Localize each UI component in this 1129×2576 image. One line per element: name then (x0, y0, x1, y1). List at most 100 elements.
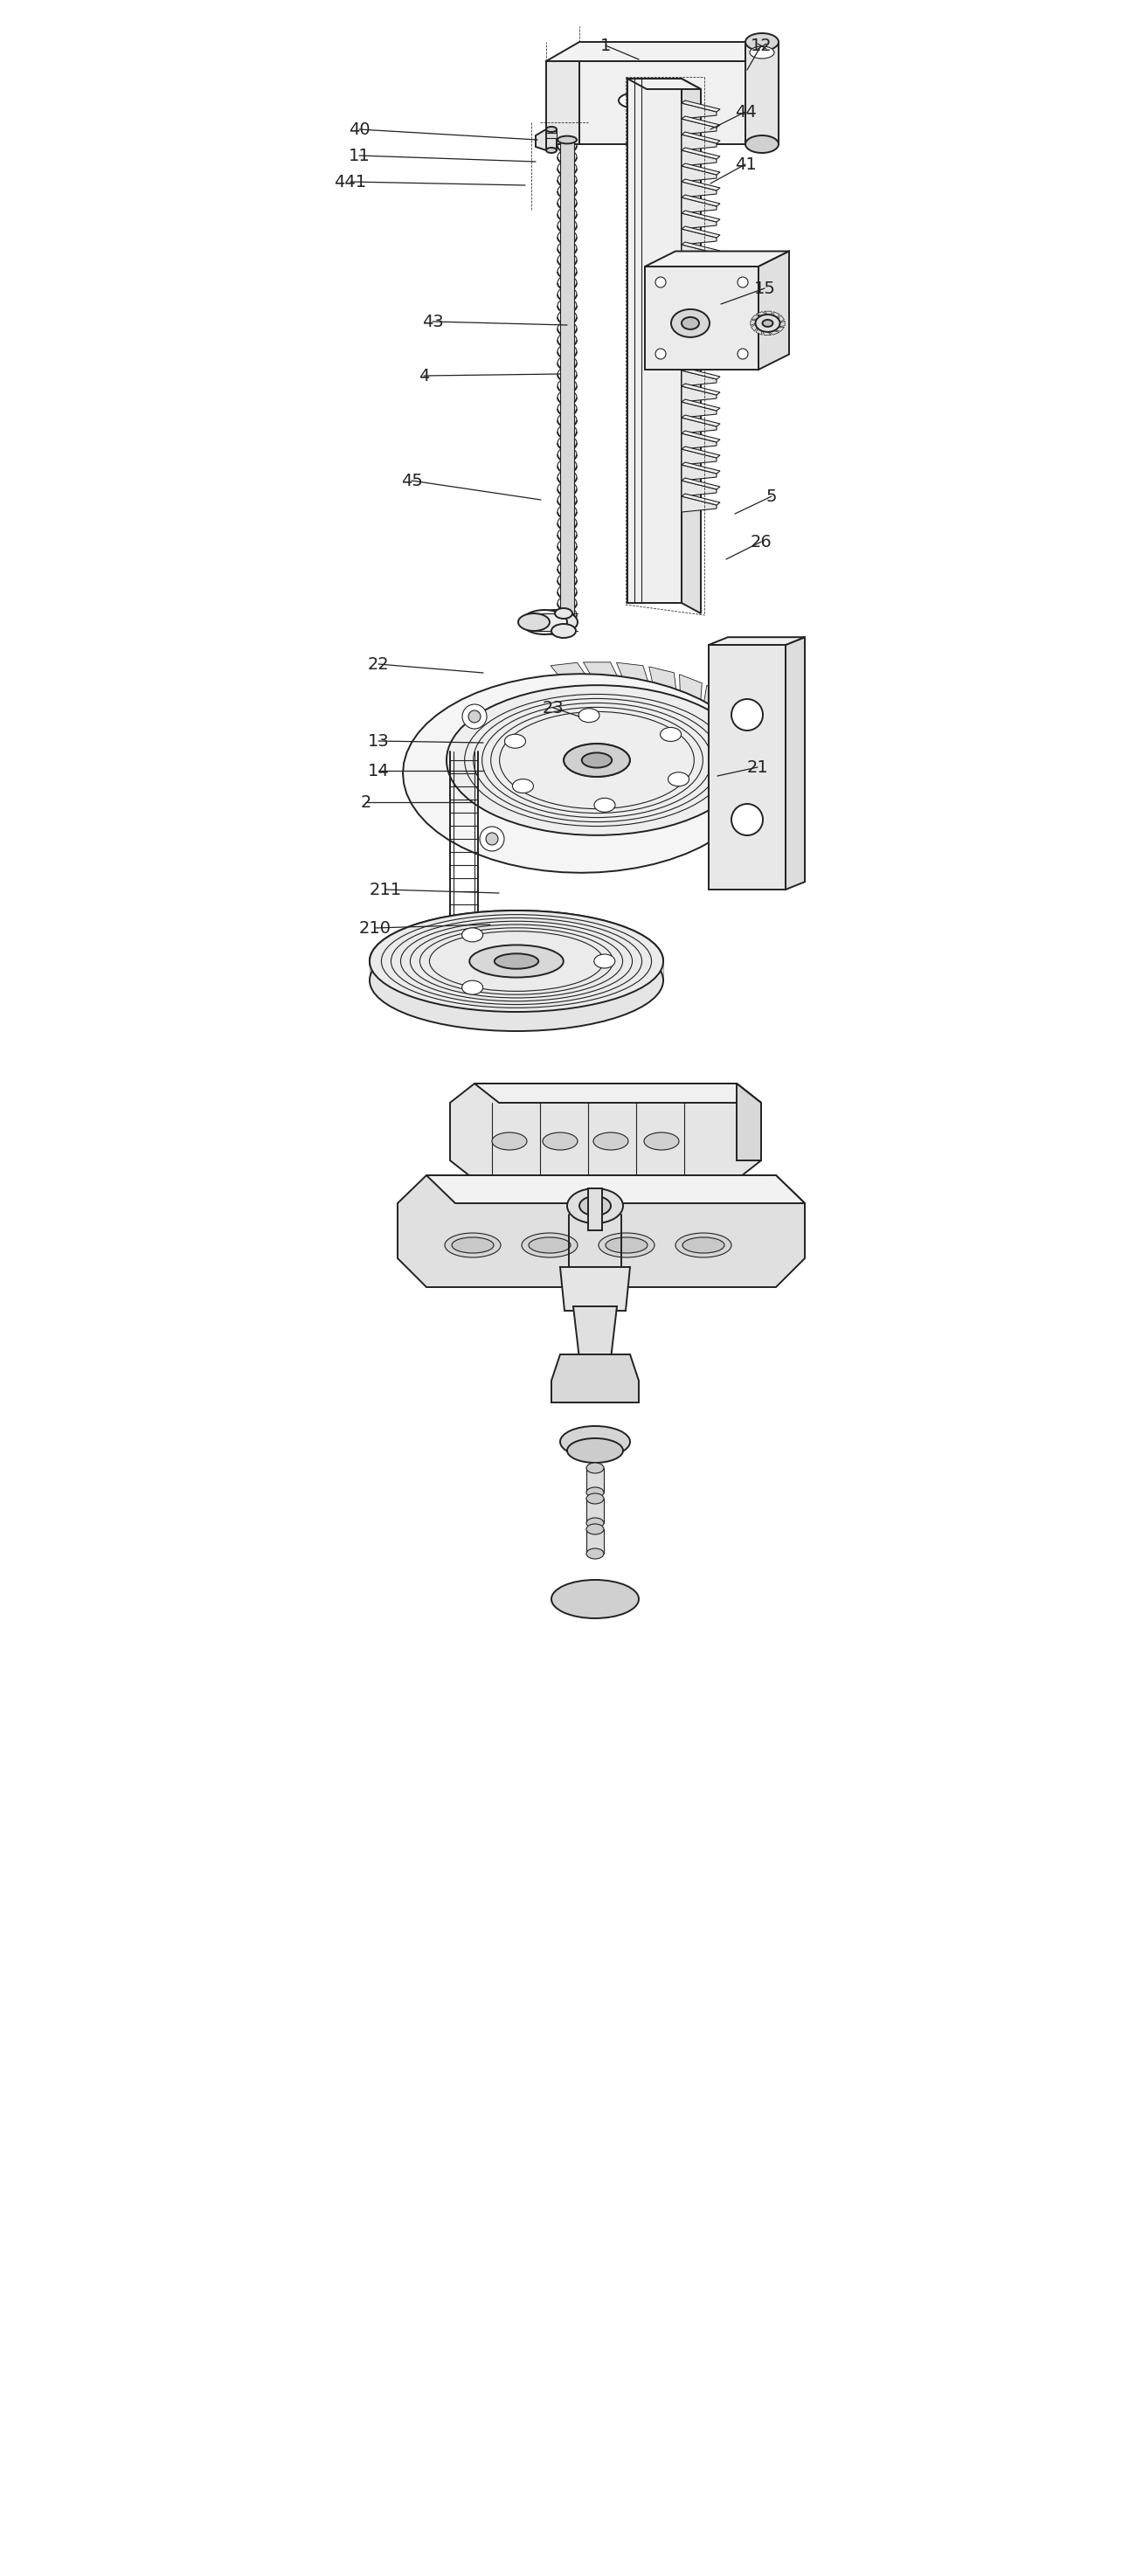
Ellipse shape (586, 1517, 604, 1528)
Polygon shape (450, 1084, 761, 1180)
Polygon shape (543, 829, 577, 858)
Polygon shape (682, 340, 717, 355)
Ellipse shape (522, 1234, 578, 1257)
Ellipse shape (586, 1525, 604, 1535)
Polygon shape (682, 131, 720, 144)
Ellipse shape (586, 1486, 604, 1497)
Polygon shape (682, 100, 720, 111)
Ellipse shape (619, 93, 645, 108)
Ellipse shape (462, 927, 483, 943)
Polygon shape (586, 1499, 604, 1522)
Polygon shape (628, 80, 701, 90)
Polygon shape (764, 312, 772, 314)
Polygon shape (546, 62, 579, 144)
Polygon shape (649, 667, 677, 696)
Polygon shape (403, 675, 760, 873)
Polygon shape (682, 147, 720, 160)
Ellipse shape (581, 752, 612, 768)
Polygon shape (703, 685, 726, 716)
Ellipse shape (522, 724, 672, 799)
Text: 26: 26 (751, 533, 772, 551)
Polygon shape (744, 734, 765, 757)
Text: 210: 210 (359, 920, 391, 935)
Ellipse shape (558, 137, 577, 144)
Polygon shape (682, 448, 717, 464)
Polygon shape (601, 835, 644, 858)
Polygon shape (551, 1355, 639, 1401)
Polygon shape (682, 304, 720, 317)
Ellipse shape (470, 945, 563, 976)
Ellipse shape (452, 1236, 493, 1252)
Ellipse shape (495, 953, 539, 969)
Ellipse shape (505, 734, 526, 747)
Polygon shape (630, 829, 674, 853)
Polygon shape (682, 355, 717, 371)
Polygon shape (751, 319, 756, 325)
Ellipse shape (586, 1494, 604, 1504)
Polygon shape (682, 430, 720, 443)
Polygon shape (628, 80, 682, 603)
Text: 14: 14 (368, 762, 390, 778)
Polygon shape (682, 118, 717, 134)
Polygon shape (724, 788, 759, 804)
Ellipse shape (594, 799, 615, 811)
Polygon shape (682, 245, 717, 260)
Ellipse shape (369, 909, 663, 1012)
Circle shape (732, 804, 763, 835)
Polygon shape (682, 227, 720, 237)
Ellipse shape (586, 1548, 604, 1558)
Text: 45: 45 (401, 471, 422, 489)
Polygon shape (427, 1175, 805, 1203)
Ellipse shape (462, 981, 483, 994)
Polygon shape (682, 325, 717, 340)
Polygon shape (736, 716, 759, 744)
Polygon shape (588, 1188, 602, 1231)
Text: 43: 43 (422, 314, 444, 330)
Ellipse shape (668, 773, 689, 786)
Circle shape (480, 827, 505, 850)
Polygon shape (756, 312, 767, 317)
Ellipse shape (546, 147, 557, 152)
Polygon shape (682, 371, 717, 386)
Circle shape (655, 348, 666, 358)
Ellipse shape (586, 1463, 604, 1473)
Ellipse shape (560, 1427, 630, 1458)
Ellipse shape (462, 927, 483, 943)
Polygon shape (546, 129, 557, 149)
Text: 1: 1 (601, 36, 611, 54)
Polygon shape (774, 327, 785, 332)
Polygon shape (682, 482, 717, 497)
Polygon shape (682, 103, 717, 118)
Text: 13: 13 (368, 732, 390, 750)
Circle shape (737, 348, 749, 358)
Ellipse shape (578, 708, 599, 721)
Text: 2: 2 (361, 793, 371, 811)
Polygon shape (682, 433, 717, 448)
Polygon shape (682, 464, 717, 482)
Polygon shape (682, 196, 720, 206)
Circle shape (655, 278, 666, 289)
Polygon shape (682, 386, 717, 402)
Polygon shape (709, 636, 805, 644)
Polygon shape (535, 129, 546, 149)
Ellipse shape (369, 909, 663, 1012)
Polygon shape (682, 242, 720, 252)
Text: 23: 23 (542, 701, 564, 716)
Ellipse shape (543, 1133, 578, 1149)
Circle shape (469, 711, 481, 724)
Polygon shape (682, 402, 717, 417)
Polygon shape (616, 662, 650, 690)
Ellipse shape (594, 953, 615, 969)
Ellipse shape (513, 778, 533, 793)
Polygon shape (737, 773, 765, 788)
Polygon shape (682, 353, 720, 363)
Ellipse shape (581, 752, 612, 768)
Polygon shape (682, 446, 720, 459)
Polygon shape (682, 495, 720, 505)
Ellipse shape (660, 726, 681, 742)
Polygon shape (682, 415, 720, 428)
Ellipse shape (554, 608, 572, 618)
Polygon shape (745, 752, 765, 773)
Ellipse shape (495, 953, 539, 969)
Ellipse shape (605, 1236, 648, 1252)
